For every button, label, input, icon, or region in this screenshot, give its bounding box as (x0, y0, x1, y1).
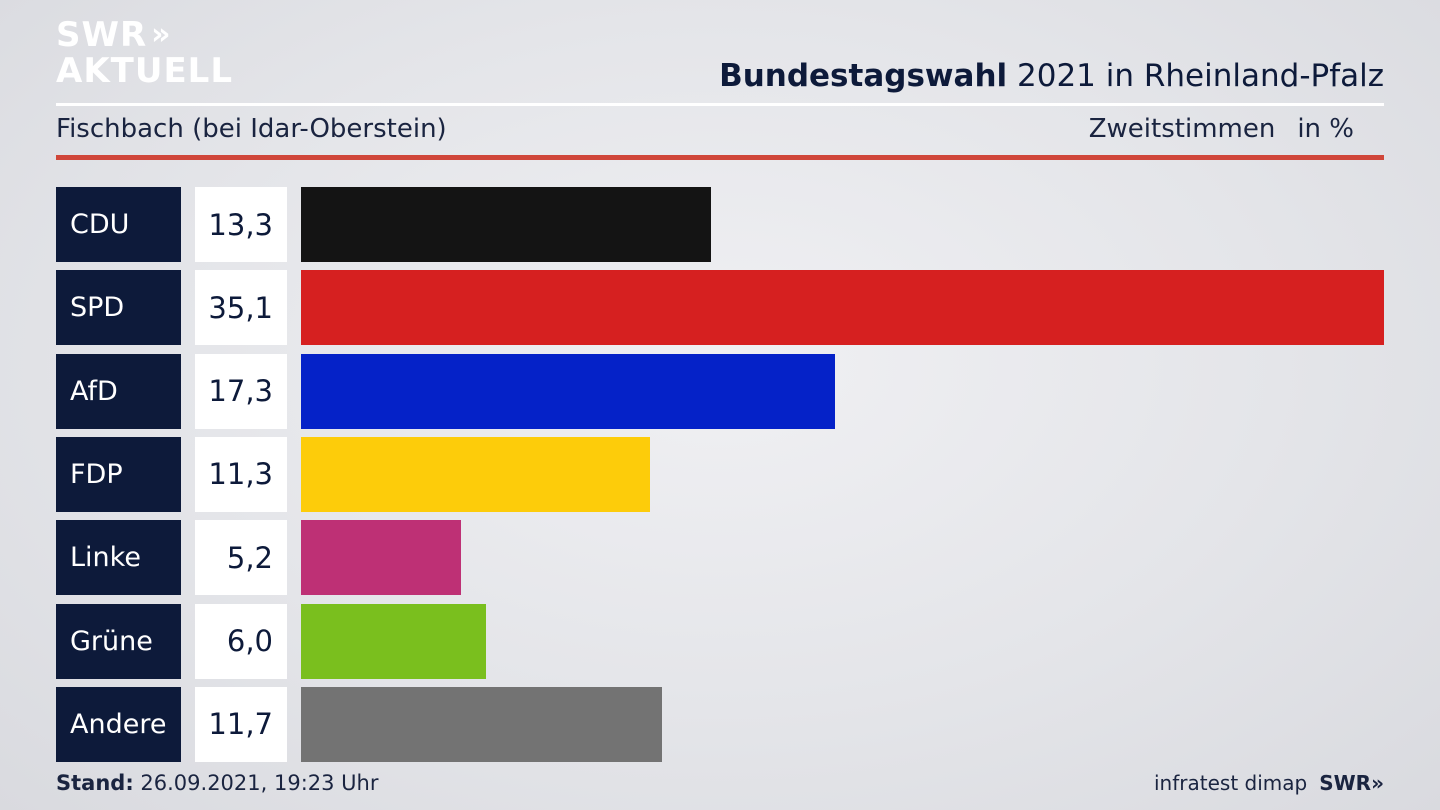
party-label: Grüne (56, 603, 181, 679)
page-title: Bundestagswahl 2021 in Rheinland-Pfalz (719, 58, 1384, 94)
stand-value: 26.09.2021, 19:23 Uhr (133, 771, 379, 795)
logo-swr: SWR (56, 15, 148, 55)
value-label: 5,2 (195, 520, 287, 596)
value-label: 35,1 (195, 270, 287, 346)
title-bold: Bundestagswahl (719, 58, 1008, 94)
party-label: Linke (56, 520, 181, 596)
value-label: 11,3 (195, 436, 287, 512)
logo-chevrons-icon: » (151, 17, 171, 52)
party-label: SPD (56, 270, 181, 346)
party-label: CDU (56, 187, 181, 262)
value-label: 6,0 (195, 603, 287, 679)
bar (301, 353, 835, 429)
bar-row-spd: SPD 35,1 (56, 270, 1384, 346)
measure-label: Zweitstimmen (1088, 114, 1276, 144)
value-label: 11,7 (195, 686, 287, 762)
bar-row-andere: Andere 11,7 (56, 686, 1384, 762)
bar (301, 520, 462, 596)
bar-row-grüne: Grüne 6,0 (56, 603, 1384, 679)
accent-divider (56, 155, 1384, 160)
timestamp: Stand: 26.09.2021, 19:23 Uhr (56, 771, 379, 795)
footer-source: infratest dimap SWR» (1154, 771, 1384, 795)
value-label: 13,3 (195, 187, 287, 262)
unit-label: in % (1297, 114, 1354, 144)
bar (301, 270, 1384, 346)
bar-row-afd: AfD 17,3 (56, 353, 1384, 429)
bar (301, 187, 712, 262)
bar-row-fdp: FDP 11,3 (56, 436, 1384, 512)
stand-label: Stand: (56, 771, 134, 795)
swr-aktuell-logo: SWR» AKTUELL (56, 18, 233, 88)
bar (301, 436, 650, 512)
source-label: infratest dimap (1154, 771, 1308, 795)
region-subtitle: Fischbach (bei Idar-Oberstein) (56, 114, 447, 144)
party-label: AfD (56, 353, 181, 429)
measure-unit: Zweitstimmen in % (1089, 114, 1354, 144)
header-divider (56, 103, 1384, 106)
bar (301, 603, 487, 679)
bar (301, 686, 662, 762)
party-label: Andere (56, 686, 181, 762)
party-label: FDP (56, 436, 181, 512)
title-rest: 2021 in Rheinland-Pfalz (1007, 58, 1384, 94)
bar-chart: CDU 13,3 SPD 35,1 AfD 17,3 FDP 11,3 Linke 5,2 Grün… (56, 187, 1384, 762)
logo-aktuell: AKTUELL (56, 51, 234, 91)
bar-row-cdu: CDU 13,3 (56, 187, 1384, 262)
bar-row-linke: Linke 5,2 (56, 520, 1384, 596)
swr-brand-icon: SWR» (1319, 771, 1384, 795)
value-label: 17,3 (195, 353, 287, 429)
